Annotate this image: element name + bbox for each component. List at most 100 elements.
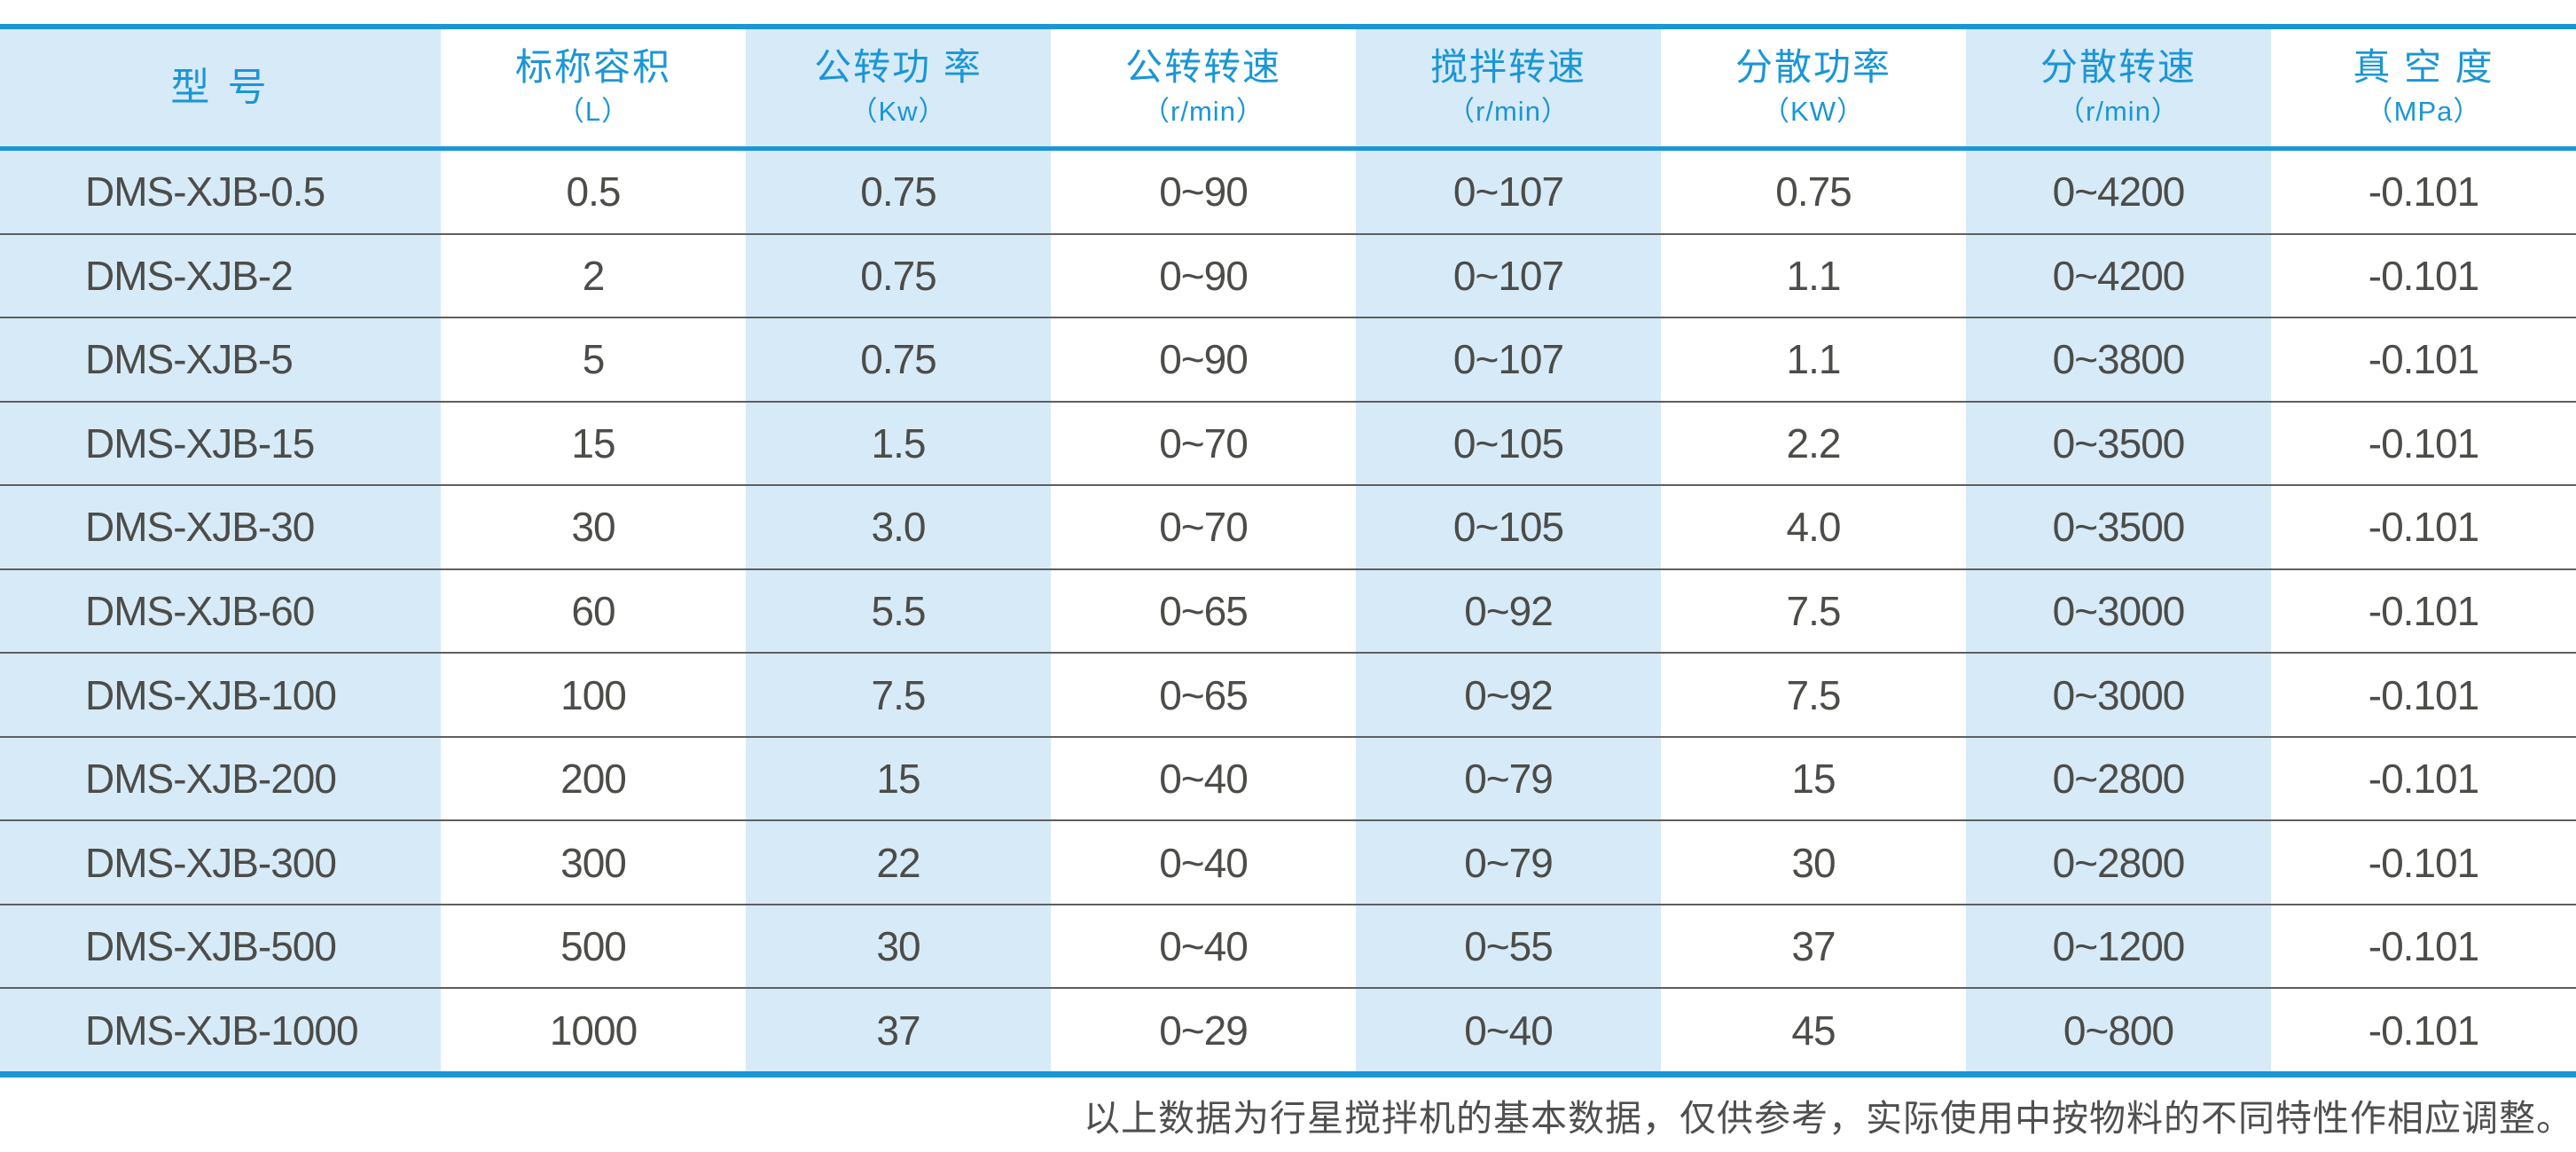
table-header-row: 型 号 标称容积 （L） 公转功 率 （Kw） 公转转速 （r/min） 搅拌转速 （r/min… [0,29,2576,151]
column-unit: （L） [556,96,630,127]
cell-disp_power: 7.5 [1786,588,1842,634]
cell-rev_power: 7.5 [746,654,1051,736]
table-row-DMS-XJB-500: DMS-XJB-500 500 30 0~40 0~55 37 0~1200 -0.101 [0,903,2576,988]
table-row-DMS-XJB-2: DMS-XJB-2 2 0.75 0~90 0~107 1.1 0~4200 -0.101 [0,232,2576,317]
cell-capacity: 200 [560,756,627,803]
cell-rev_speed: 0~70 [1159,419,1249,466]
cell-model: DMS-XJB-5 [0,318,441,401]
cell-vacuum: -0.101 [2368,923,2479,970]
cell-stir_speed: 0~79 [1356,821,1661,904]
cell-model: DMS-XJB-500 [0,905,441,988]
cell-stir_speed: 0~105 [1356,486,1661,568]
cell-disp_speed: 0~4200 [1966,151,2271,233]
cell-vacuum: -0.101 [2368,168,2479,216]
column-label: 公转功 率 [814,46,983,88]
cell-disp_speed: 0~2800 [1966,821,2271,904]
cell-capacity: 15 [571,419,615,466]
column-label: 分散转速 [2040,46,2196,88]
cell-disp_power: 4.0 [1786,504,1842,551]
cell-rev_power: 3.0 [746,486,1051,568]
cell-rev_speed: 0~90 [1159,252,1249,299]
header-cell-rev_power: 公转功 率 （Kw） [746,29,1051,146]
table-row-DMS-XJB-1000: DMS-XJB-1000 1000 37 0~29 0~40 45 0~800 -0.101 [0,987,2576,1072]
cell-vacuum: -0.101 [2368,671,2479,718]
cell-rev_speed: 0~65 [1159,671,1249,718]
column-label: 标称容积 [514,46,671,88]
cell-rev_speed: 0~40 [1159,756,1249,803]
cell-rev_power: 0.75 [746,151,1051,233]
cell-disp_speed: 0~800 [1966,989,2271,1072]
header-cell-stir_speed: 搅拌转速 （r/min） [1356,29,1661,146]
cell-disp_power: 37 [1791,923,1836,970]
cell-disp_power: 45 [1791,1007,1836,1054]
header-cell-disp_speed: 分散转速 （r/min） [1966,29,2271,146]
cell-disp_power: 0.75 [1775,168,1852,216]
cell-disp_power: 15 [1791,756,1836,803]
cell-rev_power: 5.5 [746,569,1051,653]
column-unit: （MPa） [2365,96,2482,127]
cell-stir_speed: 0~92 [1356,569,1661,653]
cell-disp_speed: 0~2800 [1966,737,2271,820]
cell-model: DMS-XJB-30 [0,486,441,568]
cell-model: DMS-XJB-200 [0,737,441,820]
header-cell-capacity: 标称容积 （L） [441,29,746,146]
cell-rev_power: 30 [746,905,1051,988]
column-unit: （r/min） [1447,96,1570,127]
cell-capacity: 500 [560,923,627,970]
cell-capacity: 100 [560,671,627,718]
cell-rev_power: 15 [746,737,1051,820]
cell-vacuum: -0.101 [2368,252,2479,299]
table-row-DMS-XJB-300: DMS-XJB-300 300 22 0~40 0~79 30 0~2800 -0.101 [0,819,2576,904]
footer-disclaimer-note: 以上数据为行星搅拌机的基本数据，仅供参考，实际使用中按物料的不同特性作相应调整。 [1084,1097,2573,1140]
cell-rev_power: 0.75 [746,234,1051,317]
cell-disp_speed: 0~3800 [1966,318,2271,401]
cell-stir_speed: 0~107 [1356,318,1661,401]
cell-disp_speed: 0~3500 [1966,402,2271,485]
column-label: 分散功率 [1734,46,1891,88]
cell-stir_speed: 0~40 [1356,989,1661,1072]
cell-stir_speed: 0~79 [1356,737,1661,820]
header-cell-vacuum: 真 空 度 （MPa） [2271,29,2576,146]
cell-disp_speed: 0~4200 [1966,234,2271,317]
cell-model: DMS-XJB-100 [0,654,441,736]
cell-rev_speed: 0~65 [1159,588,1249,634]
cell-rev_speed: 0~40 [1159,923,1249,970]
column-unit: （KW） [1762,96,1865,127]
cell-disp_power: 1.1 [1786,252,1842,299]
cell-model: DMS-XJB-300 [0,821,441,904]
column-label: 真 空 度 [2353,46,2494,88]
cell-stir_speed: 0~107 [1356,234,1661,317]
cell-rev_power: 22 [746,821,1051,904]
cell-rev_power: 1.5 [746,402,1051,485]
column-unit: （Kw） [850,96,947,127]
cell-stir_speed: 0~105 [1356,402,1661,485]
cell-rev_speed: 0~29 [1159,1007,1249,1054]
cell-capacity: 30 [571,504,615,551]
table-row-DMS-XJB-60: DMS-XJB-60 60 5.5 0~65 0~92 7.5 0~3000 -0.101 [0,568,2576,653]
table-row-DMS-XJB-200: DMS-XJB-200 200 15 0~40 0~79 15 0~2800 -0.101 [0,735,2576,820]
cell-vacuum: -0.101 [2368,588,2479,634]
column-unit: （r/min） [2057,96,2180,127]
cell-model: DMS-XJB-0.5 [0,151,441,233]
cell-disp_speed: 0~3500 [1966,486,2271,568]
header-cell-disp_power: 分散功率 （KW） [1661,29,1966,146]
table-row-DMS-XJB-30: DMS-XJB-30 30 3.0 0~70 0~105 4.0 0~3500 -0.101 [0,484,2576,568]
table-top-border [0,24,2576,29]
cell-capacity: 300 [560,839,627,886]
column-label: 公转转速 [1124,46,1281,88]
cell-vacuum: -0.101 [2368,756,2479,803]
planetary-mixer-spec-table: 型 号 标称容积 （L） 公转功 率 （Kw） 公转转速 （r/min） 搅拌转速 （r/min… [0,29,2576,1078]
cell-stir_speed: 0~107 [1356,151,1661,233]
cell-model: DMS-XJB-60 [0,569,441,653]
cell-vacuum: -0.101 [2368,839,2479,886]
cell-model: DMS-XJB-15 [0,402,441,485]
cell-vacuum: -0.101 [2368,504,2479,551]
cell-model: DMS-XJB-1000 [0,989,441,1072]
cell-disp_power: 2.2 [1786,419,1842,466]
cell-capacity: 1000 [549,1007,638,1054]
cell-capacity: 2 [582,252,606,299]
cell-capacity: 60 [571,588,615,634]
column-label: 型 号 [170,66,270,109]
cell-vacuum: -0.101 [2368,336,2479,383]
